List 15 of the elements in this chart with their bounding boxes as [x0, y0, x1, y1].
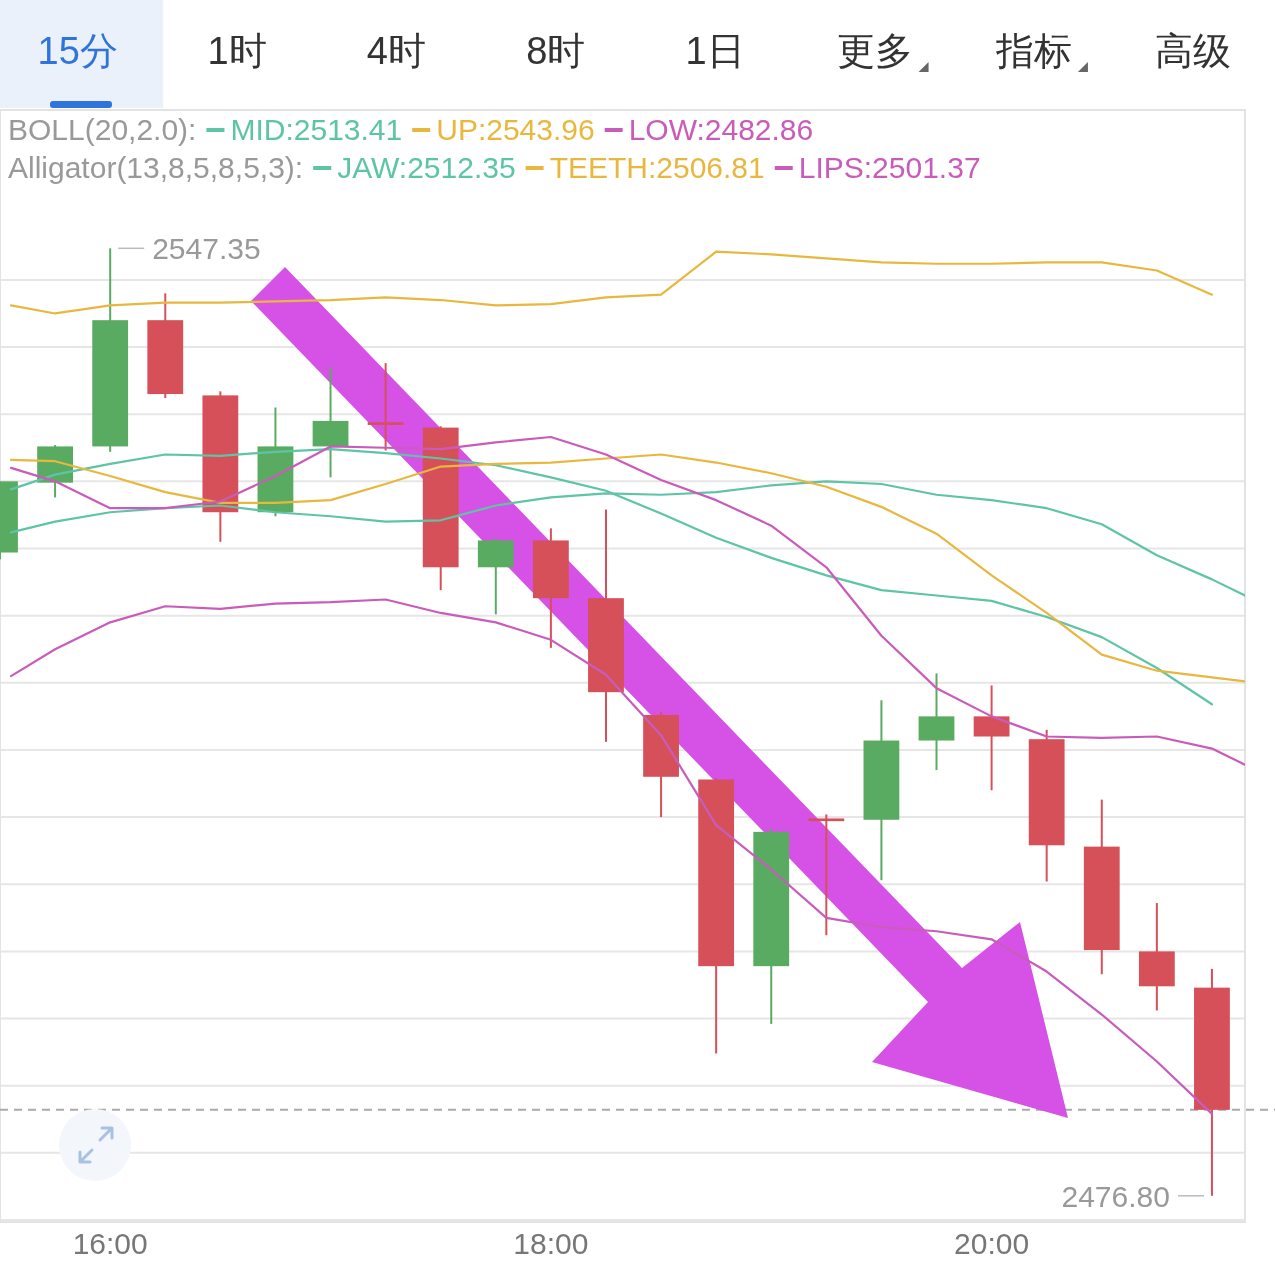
legend-label: LIPS:2501.37 [798, 151, 981, 184]
x-tick-label: 16:00 [72, 1227, 148, 1260]
candlestick [808, 813, 845, 937]
candlestick [367, 362, 404, 452]
legend-label: TEETH:2506.81 [549, 151, 765, 184]
annotation: 2476.80 [1061, 1179, 1170, 1213]
x-tick-label: 20:00 [954, 1227, 1030, 1260]
annotation: BOLL(20,2.0): [8, 113, 197, 146]
annotation: Alligator(13,8,5,8,5,3): [8, 151, 304, 184]
legend-label: MID:2513.41 [230, 113, 403, 146]
legend-label: UP:2543.96 [436, 113, 595, 146]
annotation: 2547.35 [152, 232, 261, 266]
legend-label: LOW:2482.86 [628, 113, 814, 146]
x-tick-label: 18:00 [513, 1227, 589, 1260]
legend-label: JAW:2512.35 [337, 151, 516, 184]
